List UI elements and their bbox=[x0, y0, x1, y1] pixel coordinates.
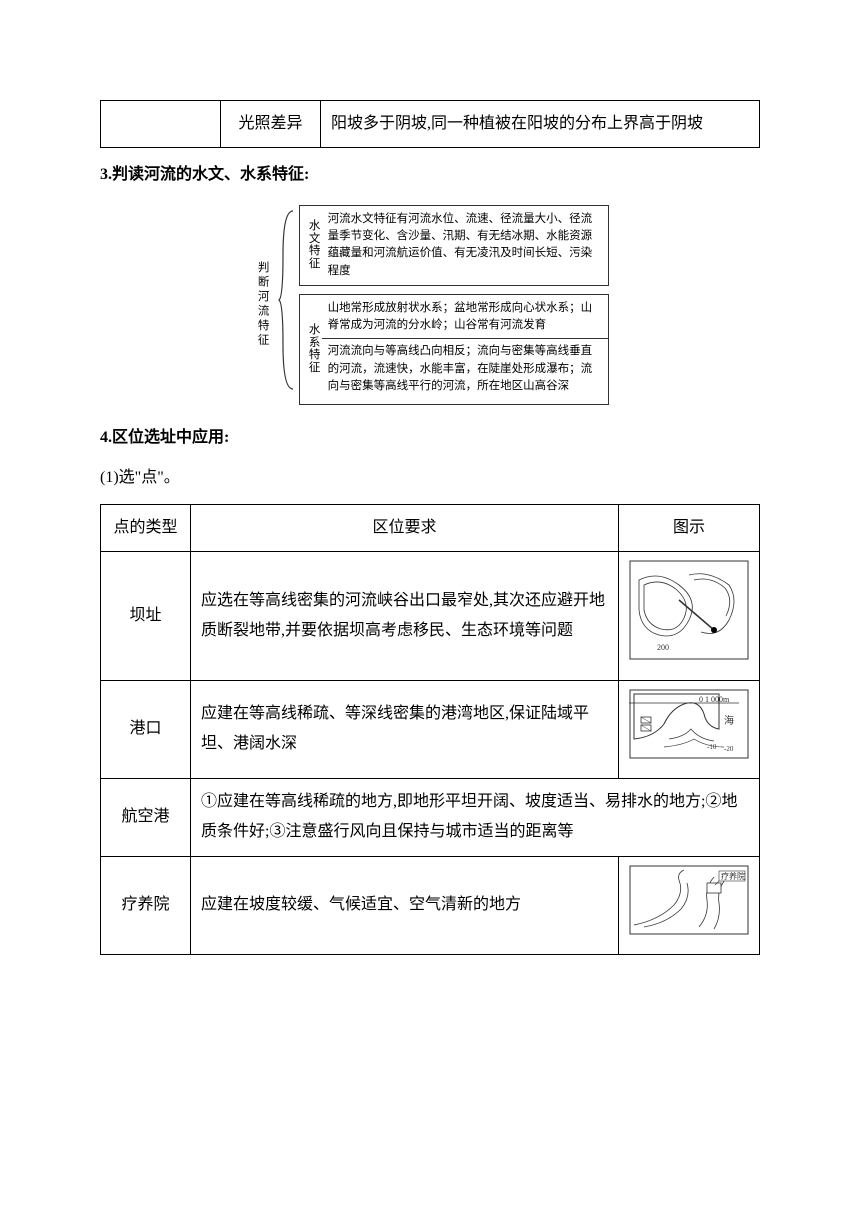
cell-img-dam: 200 bbox=[619, 552, 760, 680]
drainage-text1: 山地常形成放射状水系；盆地常形成向心状水系；山脊常成为河流的分水岭；山谷常有河流… bbox=[328, 300, 600, 335]
th-req: 区位要求 bbox=[191, 504, 619, 551]
cell-req-dam: 应选在等高线密集的河流峡谷出口最窄处,其次还应避开地质断裂地带,并要依据坝高考虑… bbox=[191, 552, 619, 680]
table-row: 光照差异 阳坡多于阴坡,同一种植被在阳坡的分布上界高于阴坡 bbox=[101, 101, 760, 148]
cell-type-sanatorium: 疗养院 bbox=[101, 856, 191, 954]
cell-img-sanatorium: 疗养院 bbox=[619, 856, 760, 954]
svg-text:-20: -20 bbox=[724, 745, 734, 753]
cell-img-port: 0 1 000m 海 -10 -20 bbox=[619, 680, 760, 778]
svg-text:疗养院: 疗养院 bbox=[721, 871, 745, 881]
drainage-box: 水系特征 山地常形成放射状水系；盆地常形成向心状水系；山脊常成为河流的分水岭；山… bbox=[299, 294, 609, 405]
svg-text:-10: -10 bbox=[707, 743, 717, 751]
site-selection-table: 点的类型 区位要求 图示 坝址 应选在等高线密集的河流峡谷出口最窄处,其次还应避… bbox=[100, 504, 760, 955]
th-img: 图示 bbox=[619, 504, 760, 551]
th-type: 点的类型 bbox=[101, 504, 191, 551]
cell-req-port: 应建在等高线稀疏、等深线密集的港湾地区,保证陆域平坦、港阔水深 bbox=[191, 680, 619, 778]
cell-req-airport: ①应建在等高线稀疏的地方,即地形平坦开阔、坡度适当、易排水的地方;②地质条件好;… bbox=[191, 778, 760, 856]
cell-type-dam: 坝址 bbox=[101, 552, 191, 680]
svg-text:200: 200 bbox=[657, 643, 669, 652]
cell-light-desc: 阳坡多于阴坡,同一种植被在阳坡的分布上界高于阴坡 bbox=[321, 101, 760, 148]
river-bracket-diagram: 判断河流特征 水文特征 河流水文特征有河流水位、流速、径流量大小、径流量季节变化… bbox=[251, 205, 608, 405]
table-row: 疗养院 应建在坡度较缓、气候适宜、空气清新的地方 疗养院 bbox=[101, 856, 760, 954]
drainage-text2: 河流流向与等高线凸向相反；流向与密集等高线垂直的河流，流速快，水能丰富，在陡崖处… bbox=[322, 338, 608, 395]
svg-text:海: 海 bbox=[724, 714, 734, 727]
table-row: 港口 应建在等高线稀疏、等深线密集的港湾地区,保证陆域平坦、港阔水深 0 1 0… bbox=[101, 680, 760, 778]
sanatorium-diagram-icon: 疗养院 bbox=[629, 865, 749, 935]
port-diagram-icon: 0 1 000m 海 -10 -20 bbox=[629, 689, 749, 759]
hydrology-text: 河流水文特征有河流水位、流速、径流量大小、径流量季节变化、含沙量、汛期、有无结冰… bbox=[328, 211, 600, 280]
cell-req-sanatorium: 应建在坡度较缓、气候适宜、空气清新的地方 bbox=[191, 856, 619, 954]
cell-type-port: 港口 bbox=[101, 680, 191, 778]
hydrology-label: 水文特征 bbox=[308, 211, 322, 280]
table-header-row: 点的类型 区位要求 图示 bbox=[101, 504, 760, 551]
table-row: 航空港 ①应建在等高线稀疏的地方,即地形平坦开阔、坡度适当、易排水的地方;②地质… bbox=[101, 778, 760, 856]
river-diagram-container: 判断河流特征 水文特征 河流水文特征有河流水位、流速、径流量大小、径流量季节变化… bbox=[100, 205, 760, 405]
bracket-icon bbox=[277, 205, 295, 395]
bracket-main-label: 判断河流特征 bbox=[251, 205, 272, 405]
cell-empty bbox=[101, 101, 221, 148]
table-light-difference: 光照差异 阳坡多于阴坡,同一种植被在阳坡的分布上界高于阴坡 bbox=[100, 100, 760, 148]
section4-subheading: (1)选"点"。 bbox=[100, 463, 760, 493]
cell-light-label: 光照差异 bbox=[221, 101, 321, 148]
cell-type-airport: 航空港 bbox=[101, 778, 191, 856]
drainage-label: 水系特征 bbox=[308, 300, 322, 399]
table-row: 坝址 应选在等高线密集的河流峡谷出口最窄处,其次还应避开地质断裂地带,并要依据坝… bbox=[101, 552, 760, 680]
section4-heading: 4.区位选址中应用: bbox=[100, 423, 760, 453]
hydrology-box: 水文特征 河流水文特征有河流水位、流速、径流量大小、径流量季节变化、含沙量、汛期… bbox=[299, 205, 609, 286]
dam-diagram-icon: 200 bbox=[629, 560, 749, 660]
section3-heading: 3.判读河流的水文、水系特征: bbox=[100, 160, 760, 190]
